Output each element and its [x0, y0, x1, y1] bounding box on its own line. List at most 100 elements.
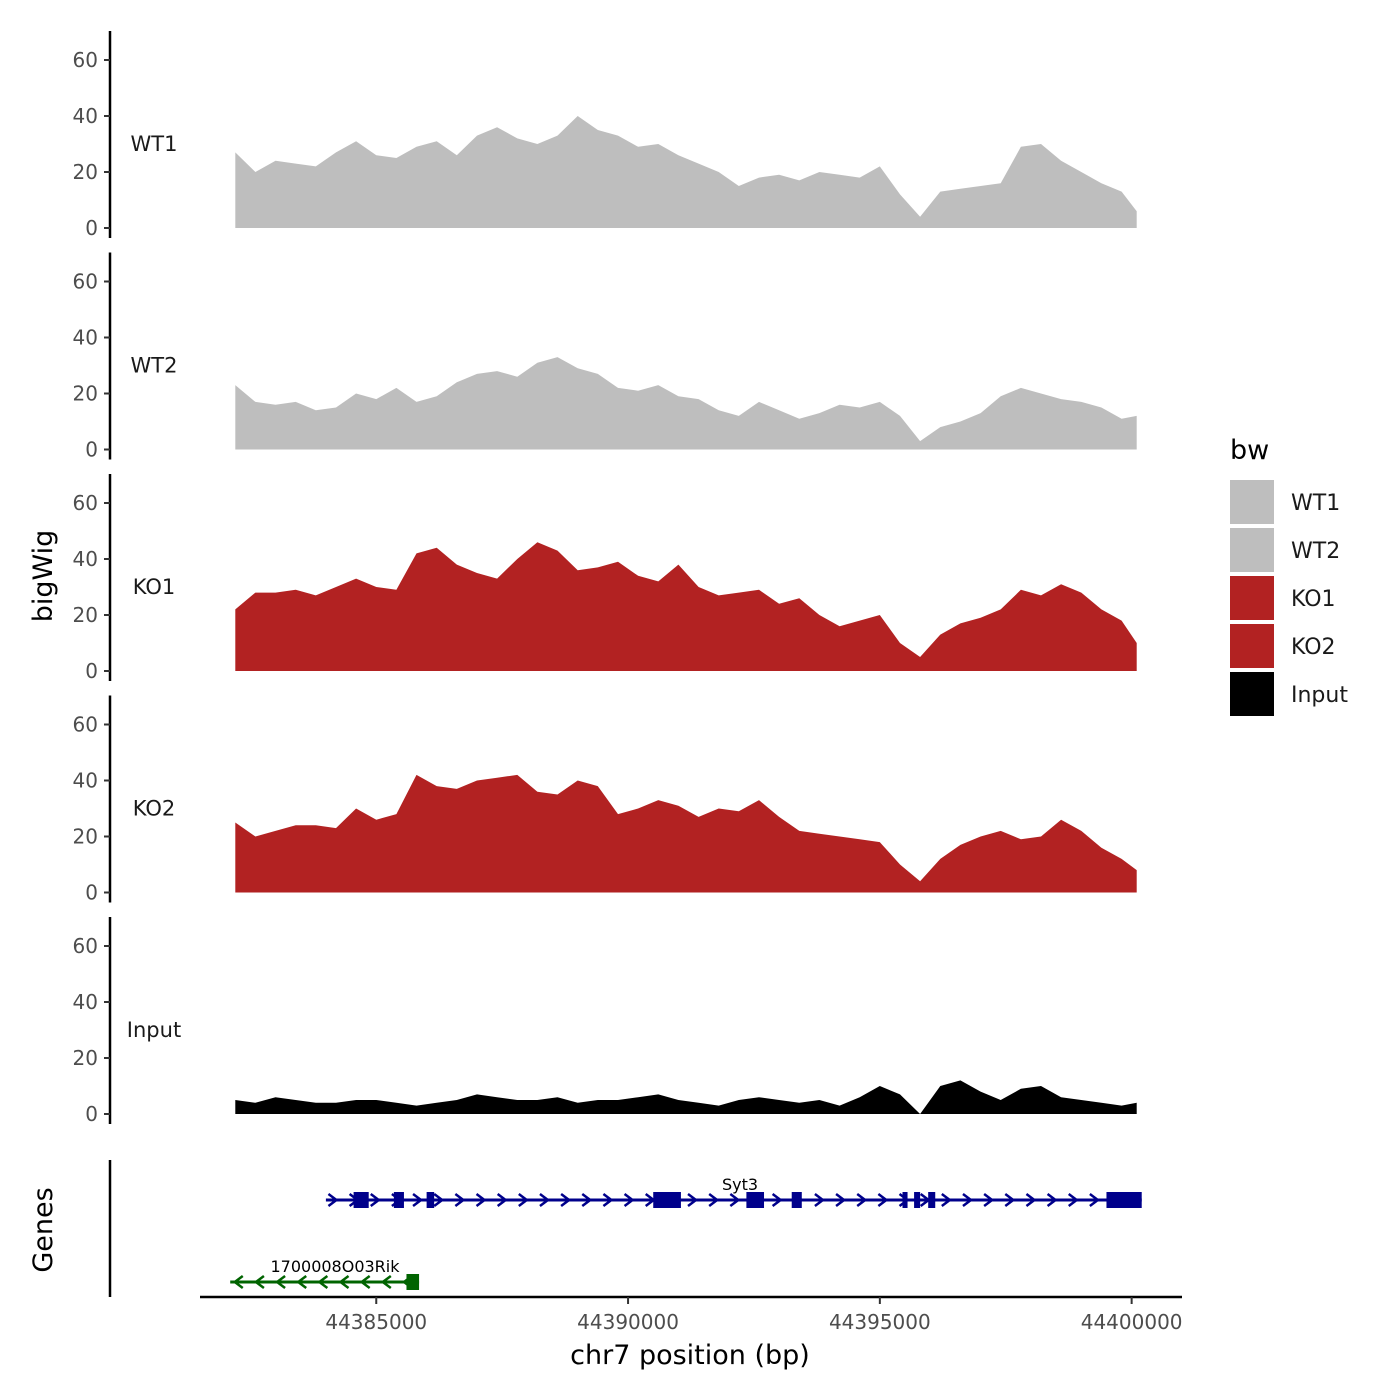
strand-chevron: [412, 1193, 424, 1207]
signal-area-wt1: [235, 116, 1137, 228]
strand-chevron: [771, 1193, 783, 1207]
legend-label: Input: [1291, 683, 1348, 708]
track-wt2: 0 20 40 60 WT2: [73, 252, 1137, 462]
track-input: 0 20 40 60 Input: [73, 917, 1137, 1126]
y-tick-label: 0: [85, 659, 98, 683]
strand-chevron: [370, 1193, 381, 1207]
strand-chevron: [496, 1193, 508, 1207]
strand-chevron: [1025, 1193, 1037, 1207]
strand-chevron: [1046, 1193, 1058, 1207]
track-ko1: 0 20 40 60 KO1: [73, 474, 1137, 683]
strand-chevron: [602, 1193, 614, 1207]
strand-chevron: [560, 1193, 572, 1207]
strand-chevron: [962, 1193, 974, 1207]
exon: [653, 1192, 681, 1208]
strand-chevron: [856, 1193, 868, 1207]
gene-label: Syt3: [722, 1175, 758, 1194]
y-tick-label: 40: [73, 104, 98, 128]
gene-syt3: Syt3: [325, 1175, 1142, 1208]
y-tick-label: 40: [73, 547, 98, 571]
y-tick-label: 20: [73, 603, 98, 627]
strand-chevron: [232, 1275, 244, 1289]
track-label: KO1: [133, 575, 176, 599]
exon: [902, 1192, 908, 1208]
exon: [914, 1192, 921, 1208]
x-tick-label: 44390000: [577, 1310, 679, 1334]
track-label: KO2: [133, 797, 176, 821]
y-tick-label: 40: [73, 326, 98, 350]
gene-label: 1700008O03Rik: [270, 1257, 400, 1276]
strand-chevron: [687, 1193, 699, 1207]
strand-chevron: [1089, 1193, 1100, 1207]
x-tick-label: 44400000: [1081, 1310, 1183, 1334]
track-ko2: 0 20 40 60 KO2: [73, 695, 1137, 905]
x-axis: 44385000 44390000 44395000 44400000: [200, 1295, 1183, 1334]
y-tick-label: 60: [73, 713, 98, 737]
genes-axis-title: Genes: [28, 1187, 59, 1272]
signal-area-ko2: [235, 774, 1137, 893]
legend-label: KO1: [1291, 587, 1336, 612]
y-tick-label: 40: [73, 769, 98, 793]
exon: [1106, 1192, 1142, 1208]
strand-chevron: [359, 1275, 371, 1289]
gene-panel: Syt3 1700008O03Rik: [108, 1160, 1142, 1297]
exon: [353, 1192, 369, 1208]
y-tick-label: 20: [73, 1046, 98, 1070]
y-tick-label: 20: [73, 382, 98, 406]
legend-label: KO2: [1291, 635, 1336, 660]
strand-chevron: [539, 1193, 551, 1207]
legend-title: bw: [1230, 435, 1269, 466]
legend-key-ko1: [1230, 576, 1274, 620]
bigwig-tracks: 0 20 40 60 WT1 0 20 40 60 WT2 0 20 40 60 KO1 0 20 40 60 KO2…: [73, 31, 1137, 1126]
signal-area-ko1: [235, 542, 1137, 671]
track-wt1: 0 20 40 60 WT1: [73, 31, 1137, 240]
strand-chevron: [296, 1275, 307, 1289]
y-tick-label: 0: [85, 438, 98, 462]
exon: [746, 1192, 765, 1208]
strand-chevron: [941, 1193, 952, 1207]
strand-chevron: [835, 1193, 847, 1207]
gene-1700008o03rik: 1700008O03Rik: [230, 1257, 420, 1290]
track-label: Input: [127, 1018, 181, 1042]
y-tick-label: 0: [85, 1102, 98, 1126]
y-tick-label: 0: [85, 216, 98, 240]
signal-area-input: [235, 1080, 1137, 1114]
exon: [426, 1192, 435, 1208]
track-label: WT1: [131, 132, 178, 156]
y-tick-label: 20: [73, 825, 98, 849]
x-axis-title: chr7 position (bp): [570, 1340, 810, 1371]
strand-chevron: [814, 1193, 826, 1207]
strand-chevron: [877, 1193, 889, 1207]
strand-chevron: [708, 1193, 720, 1207]
strand-chevron: [253, 1274, 265, 1290]
legend: bw WT1 WT2 KO1 KO2 Input: [1230, 435, 1348, 716]
track-label: WT2: [131, 354, 178, 378]
strand-chevron: [274, 1275, 286, 1289]
strand-chevron: [581, 1193, 593, 1207]
y-tick-label: 20: [73, 160, 98, 184]
y-tick-label: 60: [73, 48, 98, 72]
y-tick-label: 60: [73, 491, 98, 515]
y-tick-label: 0: [85, 881, 98, 905]
legend-key-ko2: [1230, 624, 1274, 668]
legend-key-wt2: [1230, 528, 1274, 572]
y-tick-label: 40: [73, 990, 98, 1014]
strand-chevron: [338, 1275, 350, 1289]
strand-chevron: [1067, 1193, 1079, 1207]
signal-area-wt2: [235, 357, 1137, 450]
x-tick-label: 44385000: [325, 1310, 427, 1334]
y-axis-title: bigWig: [28, 530, 59, 623]
y-tick-label: 60: [73, 934, 98, 958]
strand-chevron: [475, 1193, 487, 1207]
exon: [928, 1192, 936, 1208]
strand-chevron: [380, 1275, 392, 1289]
strand-chevron: [729, 1193, 741, 1207]
strand-chevron: [317, 1275, 329, 1289]
strand-chevron: [454, 1193, 466, 1207]
exon: [406, 1274, 420, 1290]
strand-chevron: [433, 1193, 445, 1207]
strand-chevron: [518, 1193, 529, 1207]
x-tick-label: 44395000: [829, 1310, 931, 1334]
legend-label: WT2: [1291, 539, 1340, 564]
exon: [791, 1192, 802, 1208]
